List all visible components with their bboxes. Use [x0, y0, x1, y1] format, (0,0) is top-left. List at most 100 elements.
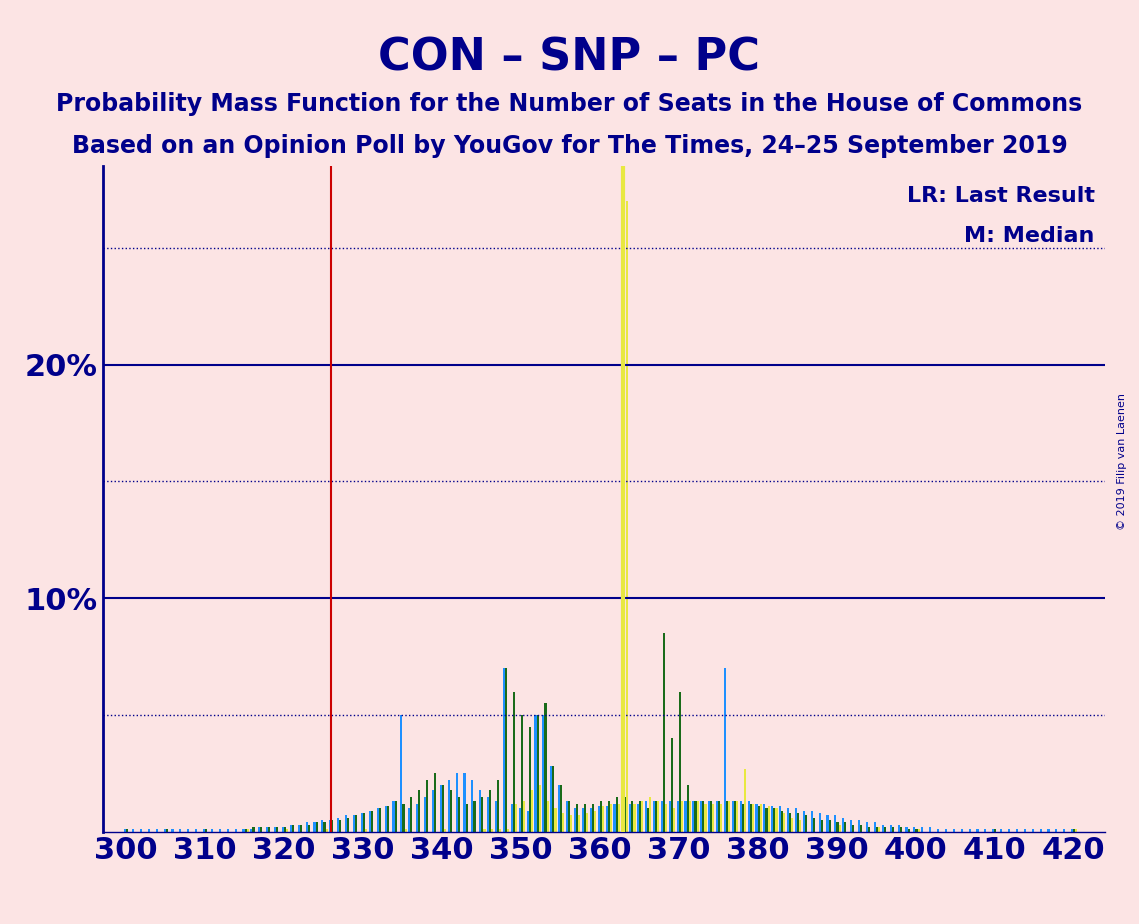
Bar: [736, 801, 738, 832]
Bar: [601, 806, 604, 832]
Bar: [1048, 829, 1049, 832]
Bar: [898, 824, 900, 832]
Bar: [308, 824, 310, 832]
Bar: [900, 827, 902, 832]
Bar: [960, 829, 962, 832]
Bar: [821, 820, 822, 832]
Bar: [689, 801, 690, 832]
Bar: [712, 804, 714, 832]
Bar: [442, 784, 444, 832]
Bar: [456, 773, 458, 832]
Bar: [813, 818, 814, 832]
Bar: [211, 829, 213, 832]
Bar: [687, 784, 689, 832]
Bar: [842, 818, 844, 832]
Bar: [779, 806, 781, 832]
Bar: [440, 784, 442, 832]
Bar: [534, 715, 536, 832]
Bar: [394, 801, 396, 832]
Bar: [566, 801, 568, 832]
Bar: [1008, 829, 1010, 832]
Bar: [582, 808, 584, 832]
Bar: [679, 691, 681, 832]
Bar: [850, 820, 852, 832]
Bar: [126, 829, 129, 832]
Bar: [547, 801, 549, 832]
Bar: [172, 829, 173, 832]
Text: CON – SNP – PC: CON – SNP – PC: [378, 37, 761, 80]
Bar: [1024, 829, 1026, 832]
Bar: [539, 784, 541, 832]
Bar: [513, 691, 515, 832]
Bar: [718, 801, 720, 832]
Bar: [598, 806, 600, 832]
Bar: [276, 827, 278, 832]
Bar: [550, 766, 552, 832]
Bar: [371, 810, 372, 832]
Bar: [269, 827, 270, 832]
Bar: [724, 668, 726, 832]
Bar: [671, 738, 673, 832]
Bar: [757, 806, 760, 832]
Bar: [906, 827, 908, 832]
Bar: [755, 804, 757, 832]
Bar: [458, 796, 460, 832]
Bar: [811, 810, 813, 832]
Bar: [448, 780, 450, 832]
Bar: [600, 801, 601, 832]
Bar: [908, 829, 910, 832]
Bar: [528, 726, 531, 832]
Bar: [633, 804, 636, 832]
Text: Probability Mass Function for the Number of Seats in the House of Commons: Probability Mass Function for the Number…: [56, 92, 1083, 116]
Bar: [649, 796, 652, 832]
Bar: [655, 801, 657, 832]
Bar: [245, 829, 247, 832]
Bar: [882, 824, 884, 832]
Bar: [472, 780, 474, 832]
Bar: [835, 815, 836, 832]
Bar: [617, 804, 620, 832]
Bar: [480, 790, 482, 832]
Bar: [544, 703, 547, 832]
Bar: [673, 808, 675, 832]
Bar: [282, 827, 284, 832]
Bar: [247, 829, 248, 832]
Bar: [410, 796, 412, 832]
Bar: [623, 796, 625, 832]
Bar: [361, 813, 363, 832]
Bar: [739, 801, 741, 832]
Bar: [444, 829, 446, 832]
Bar: [434, 773, 436, 832]
Bar: [657, 801, 659, 832]
Bar: [609, 804, 612, 832]
Bar: [523, 801, 525, 832]
Bar: [614, 804, 615, 832]
Bar: [179, 829, 181, 832]
Bar: [326, 829, 328, 832]
Bar: [404, 829, 407, 832]
Bar: [629, 804, 631, 832]
Bar: [227, 829, 229, 832]
Bar: [631, 801, 633, 832]
Bar: [669, 801, 671, 832]
Text: M: Median: M: Median: [965, 226, 1095, 246]
Bar: [607, 801, 609, 832]
Bar: [432, 790, 434, 832]
Bar: [844, 822, 846, 832]
Bar: [994, 829, 997, 832]
Bar: [768, 806, 770, 832]
Bar: [734, 801, 736, 832]
Bar: [625, 201, 628, 832]
Text: LR: Last Result: LR: Last Result: [907, 187, 1095, 206]
Bar: [590, 808, 592, 832]
Bar: [1016, 829, 1018, 832]
Bar: [251, 829, 253, 832]
Bar: [576, 804, 579, 832]
Bar: [560, 784, 563, 832]
Bar: [937, 829, 939, 832]
Bar: [195, 829, 197, 832]
Bar: [402, 804, 404, 832]
Bar: [1075, 829, 1077, 832]
Bar: [424, 796, 426, 832]
Bar: [913, 827, 916, 832]
